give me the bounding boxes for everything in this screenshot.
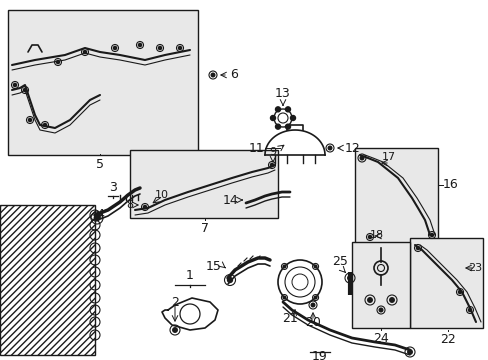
Bar xyxy=(351,242,409,328)
Circle shape xyxy=(314,265,316,268)
Circle shape xyxy=(429,233,433,237)
Text: 19: 19 xyxy=(311,350,327,360)
Circle shape xyxy=(270,163,273,167)
Text: 17: 17 xyxy=(381,152,395,162)
Circle shape xyxy=(211,73,214,77)
Bar xyxy=(8,10,198,155)
Text: 9: 9 xyxy=(269,147,276,157)
Circle shape xyxy=(457,291,461,293)
Bar xyxy=(0,205,95,355)
Circle shape xyxy=(23,89,26,91)
Circle shape xyxy=(360,156,363,160)
Text: 20: 20 xyxy=(305,316,320,329)
Text: 4: 4 xyxy=(96,208,104,221)
Circle shape xyxy=(389,298,393,302)
Circle shape xyxy=(285,124,290,129)
Text: 1: 1 xyxy=(185,269,194,282)
Circle shape xyxy=(172,328,177,332)
Circle shape xyxy=(283,265,285,268)
Text: 15: 15 xyxy=(206,260,222,273)
Text: 7: 7 xyxy=(201,222,208,235)
Text: 25: 25 xyxy=(331,255,347,268)
Text: 24: 24 xyxy=(372,332,388,345)
Circle shape xyxy=(290,116,295,121)
Circle shape xyxy=(285,107,290,112)
Circle shape xyxy=(227,278,232,283)
Circle shape xyxy=(270,116,275,121)
Text: 10: 10 xyxy=(155,190,169,200)
Circle shape xyxy=(43,123,46,127)
Circle shape xyxy=(468,309,470,311)
Circle shape xyxy=(275,124,280,129)
Bar xyxy=(354,148,437,245)
Circle shape xyxy=(283,296,285,299)
Circle shape xyxy=(314,296,316,299)
Circle shape xyxy=(143,206,146,208)
Text: 12: 12 xyxy=(345,141,360,154)
Circle shape xyxy=(113,46,116,50)
Bar xyxy=(409,238,482,328)
Text: 13: 13 xyxy=(275,87,290,100)
Circle shape xyxy=(367,298,371,302)
Circle shape xyxy=(416,247,419,249)
Circle shape xyxy=(138,44,142,46)
Text: 6: 6 xyxy=(229,68,237,81)
Circle shape xyxy=(407,350,411,354)
Text: 8: 8 xyxy=(125,200,133,210)
Text: 3: 3 xyxy=(109,181,117,194)
Circle shape xyxy=(94,215,100,221)
Circle shape xyxy=(327,146,331,150)
Text: 18: 18 xyxy=(369,230,384,240)
Bar xyxy=(130,150,278,218)
Text: 23: 23 xyxy=(467,263,481,273)
Circle shape xyxy=(378,308,382,312)
Text: 21: 21 xyxy=(282,312,297,325)
Text: 2: 2 xyxy=(171,296,179,309)
Text: 11: 11 xyxy=(248,141,264,154)
Circle shape xyxy=(178,46,181,50)
Circle shape xyxy=(275,107,280,112)
Text: 5: 5 xyxy=(96,158,104,171)
Circle shape xyxy=(347,276,351,280)
Text: 22: 22 xyxy=(439,333,455,346)
Circle shape xyxy=(13,84,17,86)
Circle shape xyxy=(310,303,314,307)
Text: 14: 14 xyxy=(222,194,238,207)
Circle shape xyxy=(83,50,86,54)
Circle shape xyxy=(367,235,371,239)
Circle shape xyxy=(28,118,32,122)
Circle shape xyxy=(56,60,60,64)
Text: 16: 16 xyxy=(442,179,458,192)
Circle shape xyxy=(158,46,161,50)
